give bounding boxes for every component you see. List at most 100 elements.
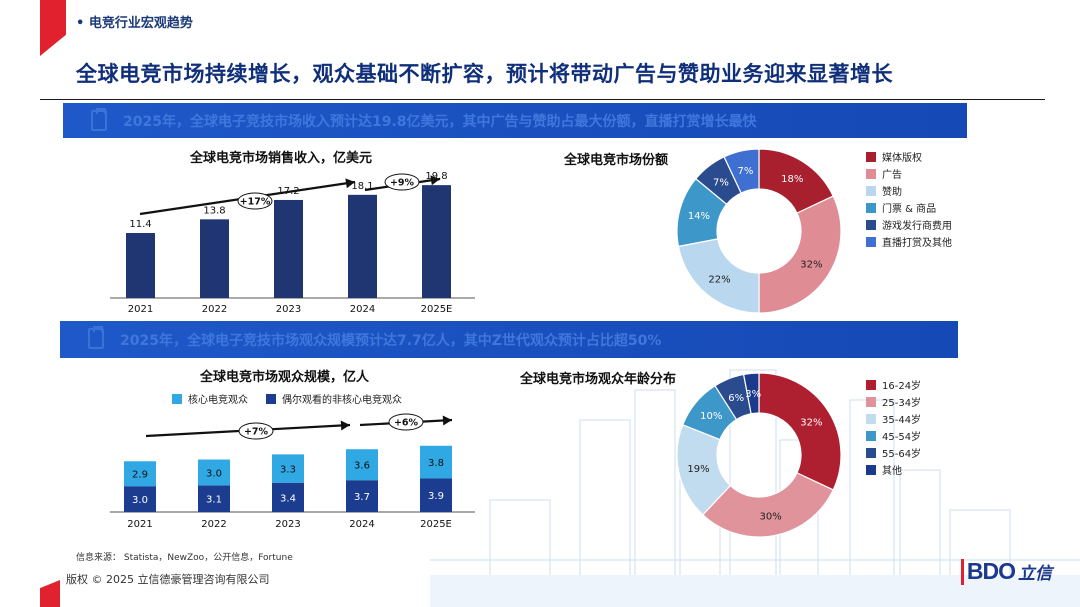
audience-chart-title: 全球电竞市场观众规模，亿人 xyxy=(200,370,370,385)
age-distribution-legend: 16-24岁 25-34岁 35-44岁 45-54岁 55-64岁 其他 xyxy=(866,376,921,478)
audience-stacked-bar-chart: 3.0 2.9 2021 3.1 3.0 2022 3.4 3.3 2023 3.7 3.6 2024… xyxy=(110,413,475,530)
corner-accent xyxy=(40,0,66,56)
age-group-slice xyxy=(758,372,842,491)
section-tag-text: 电竞行业宏观趋势 xyxy=(88,16,193,31)
audience-growth-badge-2-bubble xyxy=(388,413,424,431)
age-group-legend-item: 45-54岁 xyxy=(866,427,921,444)
legend-swatch xyxy=(866,413,876,424)
copyright-text: 版权 © 2025 立信德豪管理咨询有限公司 xyxy=(66,573,270,586)
legend-swatch xyxy=(866,202,876,213)
revenue-value-label: 18.1 xyxy=(351,181,373,192)
legend-label: 其他 xyxy=(882,466,902,477)
core-audience-bar xyxy=(420,445,452,479)
age-chart-title: 全球电竞市场观众年龄分布 xyxy=(520,372,677,387)
legend-label: 门票 & 商品 xyxy=(882,204,937,215)
logo-text: BDO xyxy=(966,558,1016,584)
legend-label: 赞助 xyxy=(882,187,902,198)
audience-year-label: 2021 xyxy=(127,519,152,530)
legend-swatch xyxy=(266,393,276,404)
audience-growth-badge-1-bubble xyxy=(238,422,274,440)
bdo-logo: BDO 立信 xyxy=(960,558,1052,585)
revenue-year-label: 2023 xyxy=(276,304,301,315)
revenue-bar xyxy=(200,219,229,298)
audience-year-label: 2024 xyxy=(349,519,374,530)
market-share-legend: 媒体版权 广告 赞助 门票 & 商品 游戏发行商费用 直播打赏及其他 xyxy=(866,148,952,250)
audience-year-label: 2025E xyxy=(420,519,452,530)
legend-swatch xyxy=(866,168,876,179)
market-share-donut-chart: 18% 32% 22% 14% 7% 7% xyxy=(676,148,842,314)
age-group-legend-item: 25-34岁 xyxy=(866,393,921,410)
noncore-audience-bar xyxy=(420,478,452,512)
age-group-legend-item: 55-64岁 xyxy=(866,444,921,461)
core-audience-bar xyxy=(198,459,230,486)
age-group-percent-label: 19% xyxy=(687,464,709,475)
market-share-slice xyxy=(677,238,760,314)
section-tag: • 电竞行业宏观趋势 xyxy=(76,16,193,31)
age-group-percent-label: 10% xyxy=(700,411,722,422)
age-group-legend-item: 35-44岁 xyxy=(866,410,921,427)
clipboard-icon xyxy=(91,108,107,131)
audience-growth-badge-2-label: +6% xyxy=(394,418,419,429)
legend-swatch xyxy=(866,396,876,407)
age-group-percent-label: 30% xyxy=(760,511,782,522)
revenue-growth-badge-2-bubble xyxy=(384,173,420,191)
source-note: 信息来源： Statista，NewZoo，公开信息，Fortune xyxy=(76,553,293,563)
legend-swatch xyxy=(866,219,876,230)
noncore-value-label: 3.9 xyxy=(428,491,444,502)
trend-arrow-head xyxy=(340,420,350,431)
core-value-label: 3.3 xyxy=(280,465,296,476)
market-share-percent-label: 22% xyxy=(708,274,730,285)
audience-year-label: 2022 xyxy=(201,519,226,530)
market-share-percent-label: 18% xyxy=(781,174,803,185)
legend-label: 45-54岁 xyxy=(882,432,922,443)
core-audience-bar xyxy=(346,449,378,481)
legend-swatch xyxy=(866,236,876,247)
audience-growth-badge-1-label: +7% xyxy=(244,427,269,438)
revenue-bar xyxy=(274,199,303,298)
noncore-audience-bar xyxy=(198,485,230,512)
legend-swatch xyxy=(866,185,876,196)
logo-bar xyxy=(960,558,964,585)
revenue-year-label: 2021 xyxy=(128,304,153,315)
legend-label: 核心电竞观众 xyxy=(188,395,248,406)
legend-label: 偶尔观看的非核心电竞观众 xyxy=(282,395,402,406)
market-share-percent-label: 7% xyxy=(713,178,729,189)
noncore-value-label: 3.1 xyxy=(206,495,222,506)
noncore-value-label: 3.0 xyxy=(132,495,148,506)
revenue-value-label: 13.8 xyxy=(203,205,225,216)
age-distribution-donut-chart: 32% 30% 19% 10% 6% 3% xyxy=(676,372,842,538)
title-divider xyxy=(40,99,1045,100)
audience-legend-item: 核心电竞观众 xyxy=(172,391,248,406)
revenue-growth-badge-1-bubble xyxy=(237,192,273,210)
audience-year-label: 2023 xyxy=(275,519,300,530)
noncore-audience-bar xyxy=(346,480,378,512)
age-group-slice xyxy=(742,372,760,415)
share-chart-title: 全球电竞市场份额 xyxy=(564,153,669,168)
market-share-percent-label: 7% xyxy=(738,166,754,177)
revenue-bar-chart: 11.4202113.8202217.2202318.1202419.82025… xyxy=(110,171,475,315)
market-share-percent-label: 32% xyxy=(800,260,822,271)
legend-swatch xyxy=(866,379,876,390)
market-share-legend-item: 游戏发行商费用 xyxy=(866,216,952,233)
revenue-year-label: 2024 xyxy=(350,304,375,315)
trend-arrow-head xyxy=(430,175,440,186)
legend-swatch xyxy=(866,447,876,458)
clipboard-icon xyxy=(88,326,104,349)
noncore-value-label: 3.7 xyxy=(354,492,370,503)
revenue-growth-badge-2-label: +9% xyxy=(390,178,415,189)
core-value-label: 3.8 xyxy=(428,458,444,469)
revenue-bar xyxy=(126,233,155,298)
age-group-slice xyxy=(702,472,834,538)
audience-banner: 2025年，全球电子竞技市场观众规模预计达7.7亿人，其中Z世代观众预计占比超5… xyxy=(60,321,958,358)
noncore-audience-bar xyxy=(124,486,156,512)
core-value-label: 2.9 xyxy=(132,470,148,481)
age-group-percent-label: 6% xyxy=(728,393,744,404)
revenue-banner-text: 2025年，全球电子竞技市场收入预计达19.8亿美元，其中广告与赞助占最大份额，… xyxy=(123,113,757,130)
legend-label: 25-34岁 xyxy=(882,398,922,409)
revenue-year-label: 2025E xyxy=(421,304,453,315)
age-group-legend-item: 其他 xyxy=(866,461,921,478)
market-share-legend-item: 赞助 xyxy=(866,182,952,199)
legend-swatch xyxy=(172,393,182,404)
revenue-growth-badge-1-label: +17% xyxy=(240,197,271,208)
legend-label: 游戏发行商费用 xyxy=(882,221,952,232)
